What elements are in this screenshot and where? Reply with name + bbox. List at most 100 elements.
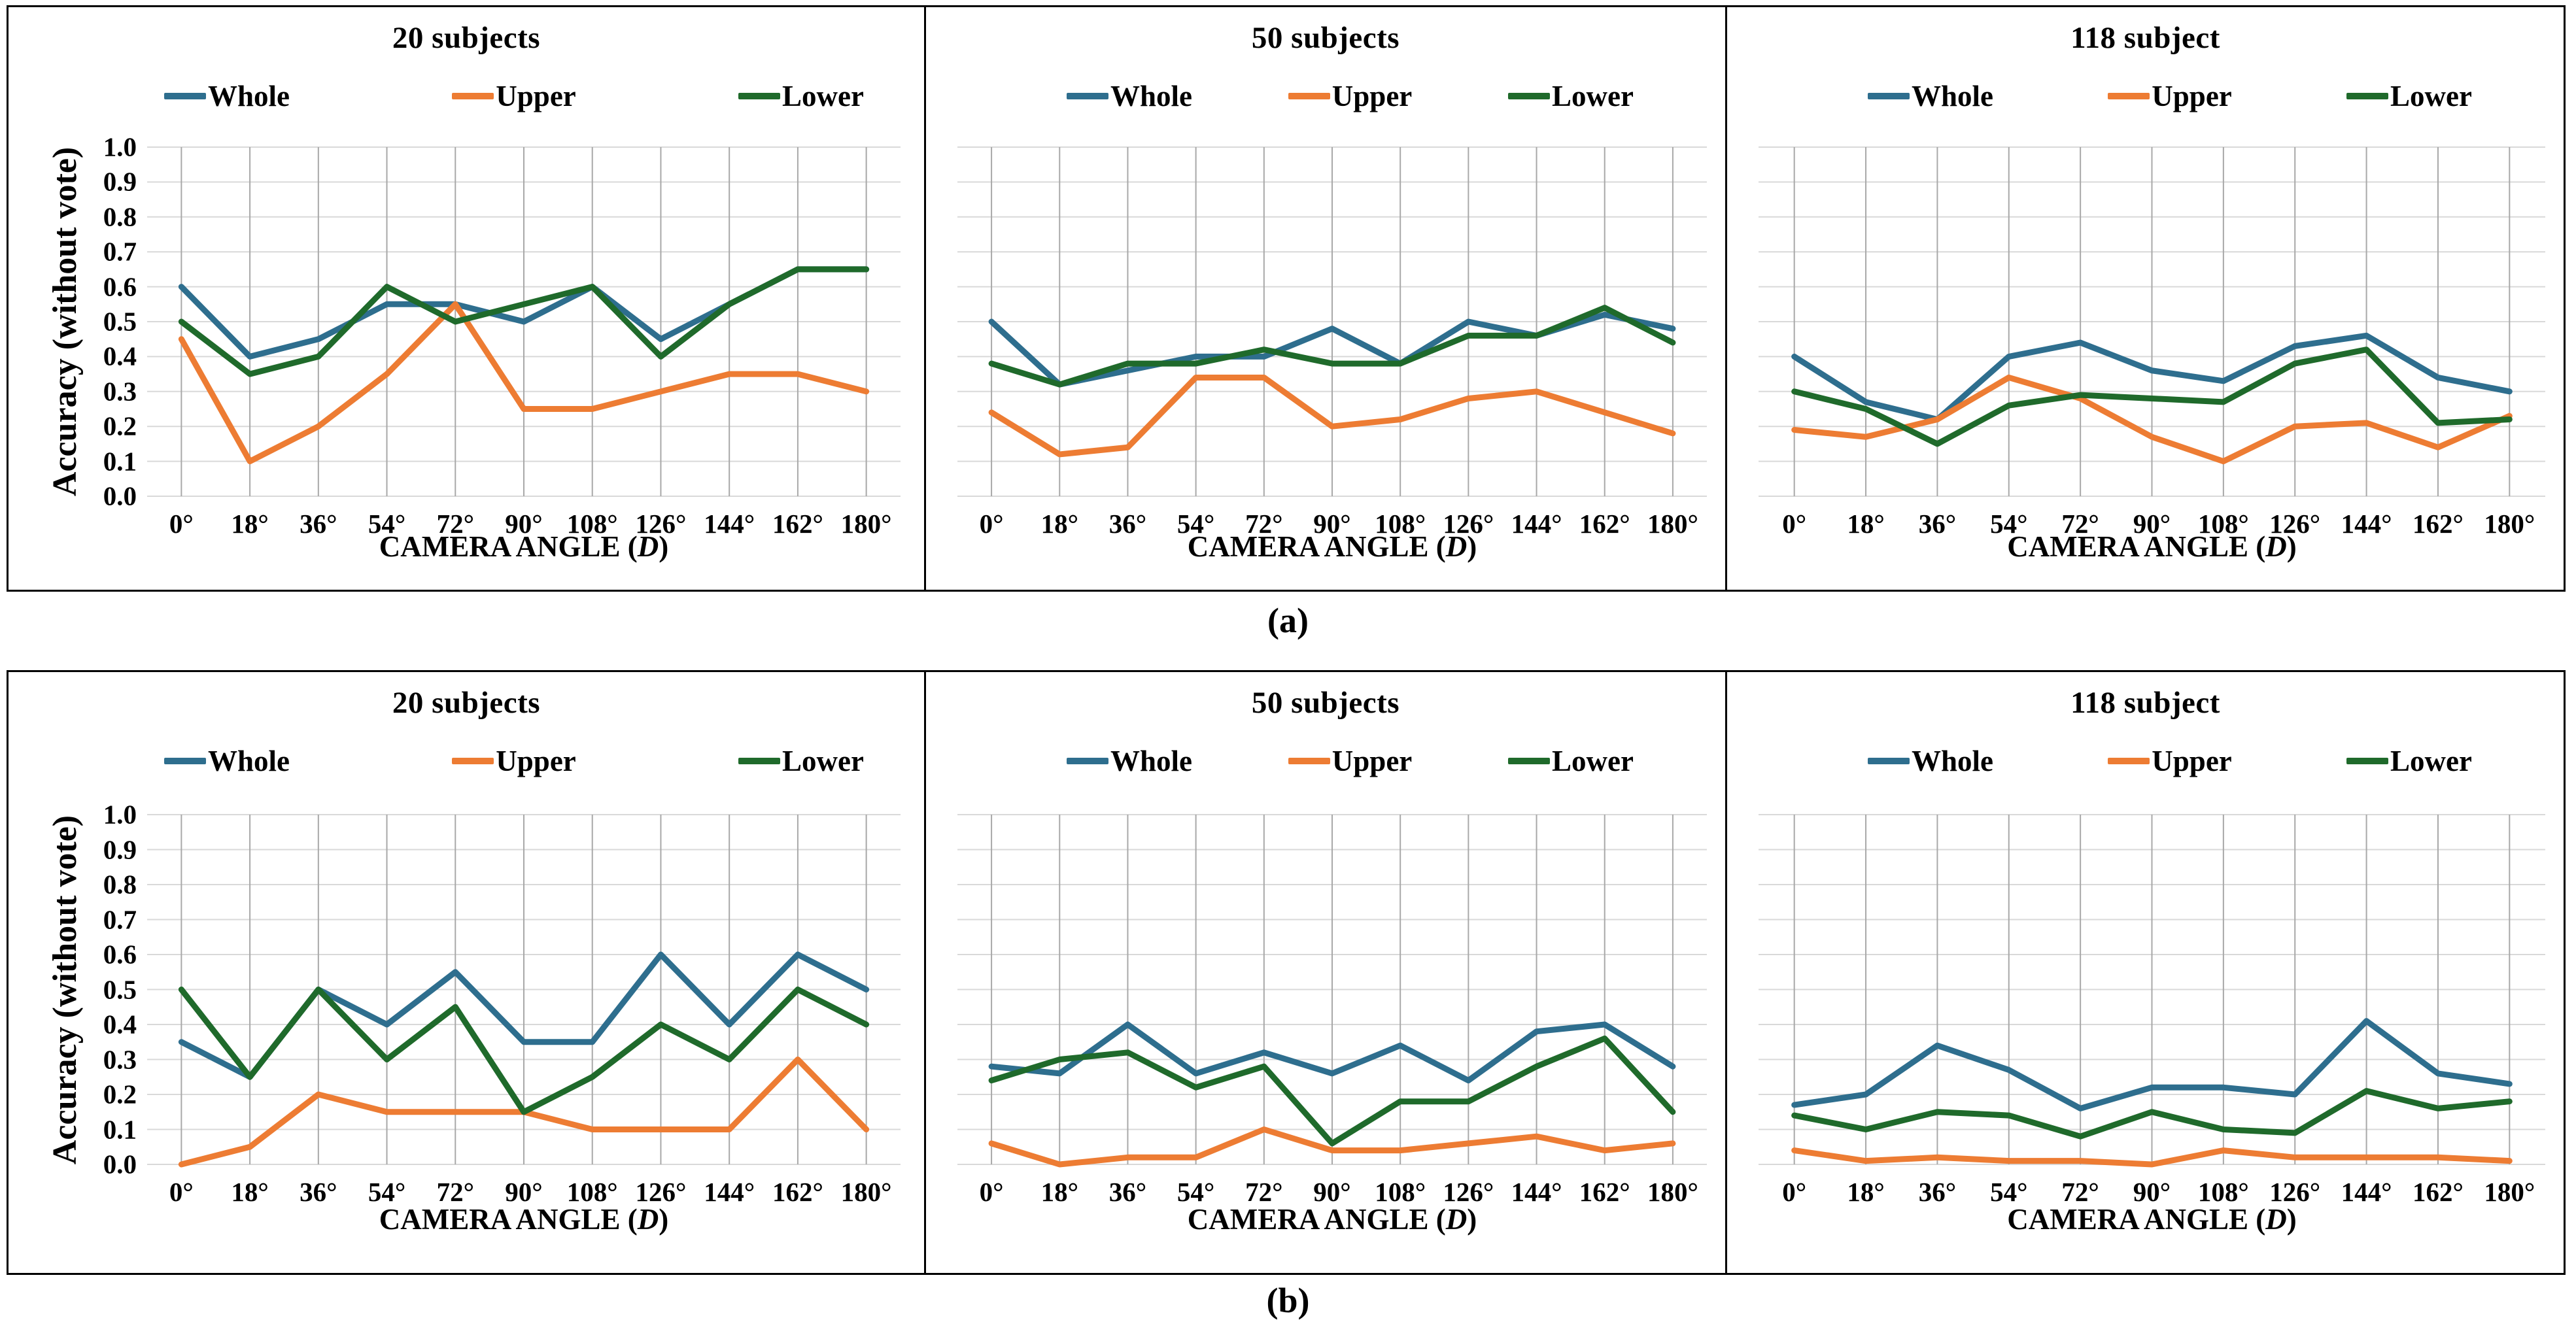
- x-tick-label: 126°: [2269, 1177, 2321, 1207]
- x-tick-label: 0°: [1782, 1177, 1807, 1207]
- y-tick-label: 0.1: [103, 446, 137, 477]
- x-tick-label: 180°: [1647, 1177, 1698, 1207]
- series-line-lower: [181, 269, 866, 374]
- legend-label: Lower: [782, 80, 864, 112]
- x-tick-label: 90°: [1313, 509, 1351, 539]
- x-tick-label: 126°: [635, 509, 687, 539]
- legend-line-swatch: [164, 93, 206, 99]
- x-tick-label: 144°: [2341, 509, 2392, 539]
- x-tick-label: 144°: [2341, 1177, 2392, 1207]
- chart-panel-b-118: 118 subject Whole Upper Lower 0° 18° 36° 54° 7…: [1727, 672, 2564, 1273]
- x-tick-label: 144°: [704, 509, 755, 539]
- line-chart: [1759, 815, 2545, 1164]
- legend: Whole Upper Lower: [1868, 741, 2472, 781]
- x-tick-label: 162°: [1579, 509, 1630, 539]
- x-tick-label: 72°: [1245, 1177, 1283, 1207]
- series-line-whole: [991, 1024, 1673, 1081]
- series-line-upper: [991, 1130, 1673, 1165]
- legend-line-swatch: [2346, 758, 2389, 764]
- x-tick-label: 54°: [1176, 509, 1215, 539]
- legend-label: Upper: [2152, 745, 2232, 777]
- line-chart: [957, 815, 1707, 1164]
- y-tick-label: 0.1: [103, 1114, 137, 1144]
- x-tick-label: 36°: [1108, 1177, 1147, 1207]
- x-tick-label: 18°: [1847, 1177, 1885, 1207]
- legend-line-swatch: [1067, 758, 1108, 764]
- panel-title: 20 subjects: [392, 21, 541, 55]
- legend-item-upper: Upper: [452, 79, 576, 113]
- x-tick-label: 90°: [2133, 1177, 2171, 1207]
- x-axis-label-prefix: CAMERA ANGLE (: [2007, 1203, 2266, 1236]
- legend-label: Upper: [1331, 80, 1413, 112]
- x-tick-label: 90°: [505, 509, 543, 539]
- x-axis-label-variable: D: [637, 530, 659, 563]
- x-tick-label: 54°: [368, 1177, 406, 1207]
- x-axis-label-suffix: ): [659, 1203, 669, 1236]
- y-tick-label: 0.5: [103, 306, 137, 337]
- x-tick-label: 72°: [2061, 1177, 2099, 1207]
- legend-line-swatch: [738, 93, 781, 99]
- y-tick-label: 0.0: [103, 1149, 137, 1179]
- y-tick-label: 1.0: [103, 131, 137, 162]
- legend-item-whole: Whole: [1067, 79, 1192, 113]
- x-tick-label: 54°: [1990, 1177, 2028, 1207]
- legend-label: Lower: [2390, 80, 2472, 112]
- x-tick-label: 18°: [1040, 1177, 1078, 1207]
- legend-line-swatch: [1288, 93, 1330, 99]
- legend-item-whole: Whole: [1868, 744, 1993, 778]
- legend-item-lower: Lower: [2346, 79, 2472, 113]
- plot-area: 0° 18° 36° 54° 72° 90° 108° 126° 144° 162° 180° 1.0…: [46, 133, 901, 537]
- series-line-lower: [1795, 1091, 2510, 1137]
- legend: Whole Upper Lower: [1067, 741, 1634, 781]
- legend-label: Lower: [1552, 745, 1634, 777]
- chart-panel-b-20: 20 subjects Whole Upper Lower 0° 18° 36° 54° 7…: [9, 672, 924, 1273]
- panel-title: 50 subjects: [1251, 686, 1400, 720]
- x-tick-label: 18°: [231, 1177, 269, 1207]
- chart-panel-a-20: 20 subjects Whole Upper Lower 0° 18° 36° 54° 7…: [9, 7, 924, 590]
- x-tick-label: 180°: [2484, 509, 2535, 539]
- x-axis-label-variable: D: [2265, 1203, 2287, 1236]
- x-tick-label: 54°: [368, 509, 406, 539]
- x-tick-label: 18°: [231, 509, 269, 539]
- x-tick-label: 72°: [2061, 509, 2099, 539]
- legend-item-whole: Whole: [164, 744, 290, 778]
- series-line-whole: [1795, 335, 2510, 419]
- legend-item-lower: Lower: [2346, 744, 2472, 778]
- x-axis-label-prefix: CAMERA ANGLE (: [2007, 530, 2266, 563]
- x-axis-label-prefix: CAMERA ANGLE (: [379, 530, 638, 563]
- legend-line-swatch: [1868, 758, 1910, 764]
- x-tick-label: 36°: [1918, 1177, 1957, 1207]
- legend-item-upper: Upper: [1288, 79, 1413, 113]
- chart-panel-a-118: 118 subject Whole Upper Lower 0° 18° 36° 54° 7…: [1727, 7, 2564, 590]
- plot-area: 0° 18° 36° 54° 72° 90° 108° 126° 144° 162° 180°: [1759, 815, 2545, 1206]
- y-tick-label: 0.7: [103, 904, 137, 934]
- legend-label: Whole: [1110, 745, 1193, 777]
- legend-line-swatch: [1508, 93, 1551, 99]
- plot-area: 0° 18° 36° 54° 72° 90° 108° 126° 144° 162° 180°: [1759, 147, 2545, 537]
- x-tick-label: 162°: [2413, 509, 2464, 539]
- legend-line-swatch: [2346, 93, 2389, 99]
- legend-label: Whole: [1912, 80, 1994, 112]
- caption-a: (a): [1267, 601, 1309, 640]
- panel-title: 50 subjects: [1251, 21, 1400, 55]
- x-tick-label: 108°: [566, 1177, 618, 1207]
- x-axis-label-variable: D: [2265, 530, 2287, 563]
- x-tick-label: 180°: [2484, 1177, 2535, 1207]
- x-tick-label: 162°: [2413, 1177, 2464, 1207]
- legend: Whole Upper Lower: [164, 741, 864, 781]
- series-line-upper: [991, 377, 1673, 454]
- x-axis-label-suffix: ): [1467, 530, 1477, 563]
- legend-line-swatch: [1067, 93, 1108, 99]
- x-tick-label: 162°: [772, 509, 823, 539]
- legend-label: Upper: [1331, 745, 1413, 777]
- x-axis-label: CAMERA ANGLE (D): [957, 1202, 1707, 1236]
- x-tick-label: 126°: [2269, 509, 2321, 539]
- legend-item-upper: Upper: [2108, 79, 2232, 113]
- x-tick-label: 0°: [169, 509, 194, 539]
- y-axis-label: Accuracy (without vote): [46, 815, 84, 1164]
- x-tick-label: 54°: [1176, 1177, 1215, 1207]
- legend-item-whole: Whole: [164, 79, 290, 113]
- y-tick-label: 1.0: [103, 799, 137, 830]
- line-chart: [147, 815, 901, 1164]
- legend-item-lower: Lower: [1508, 79, 1634, 113]
